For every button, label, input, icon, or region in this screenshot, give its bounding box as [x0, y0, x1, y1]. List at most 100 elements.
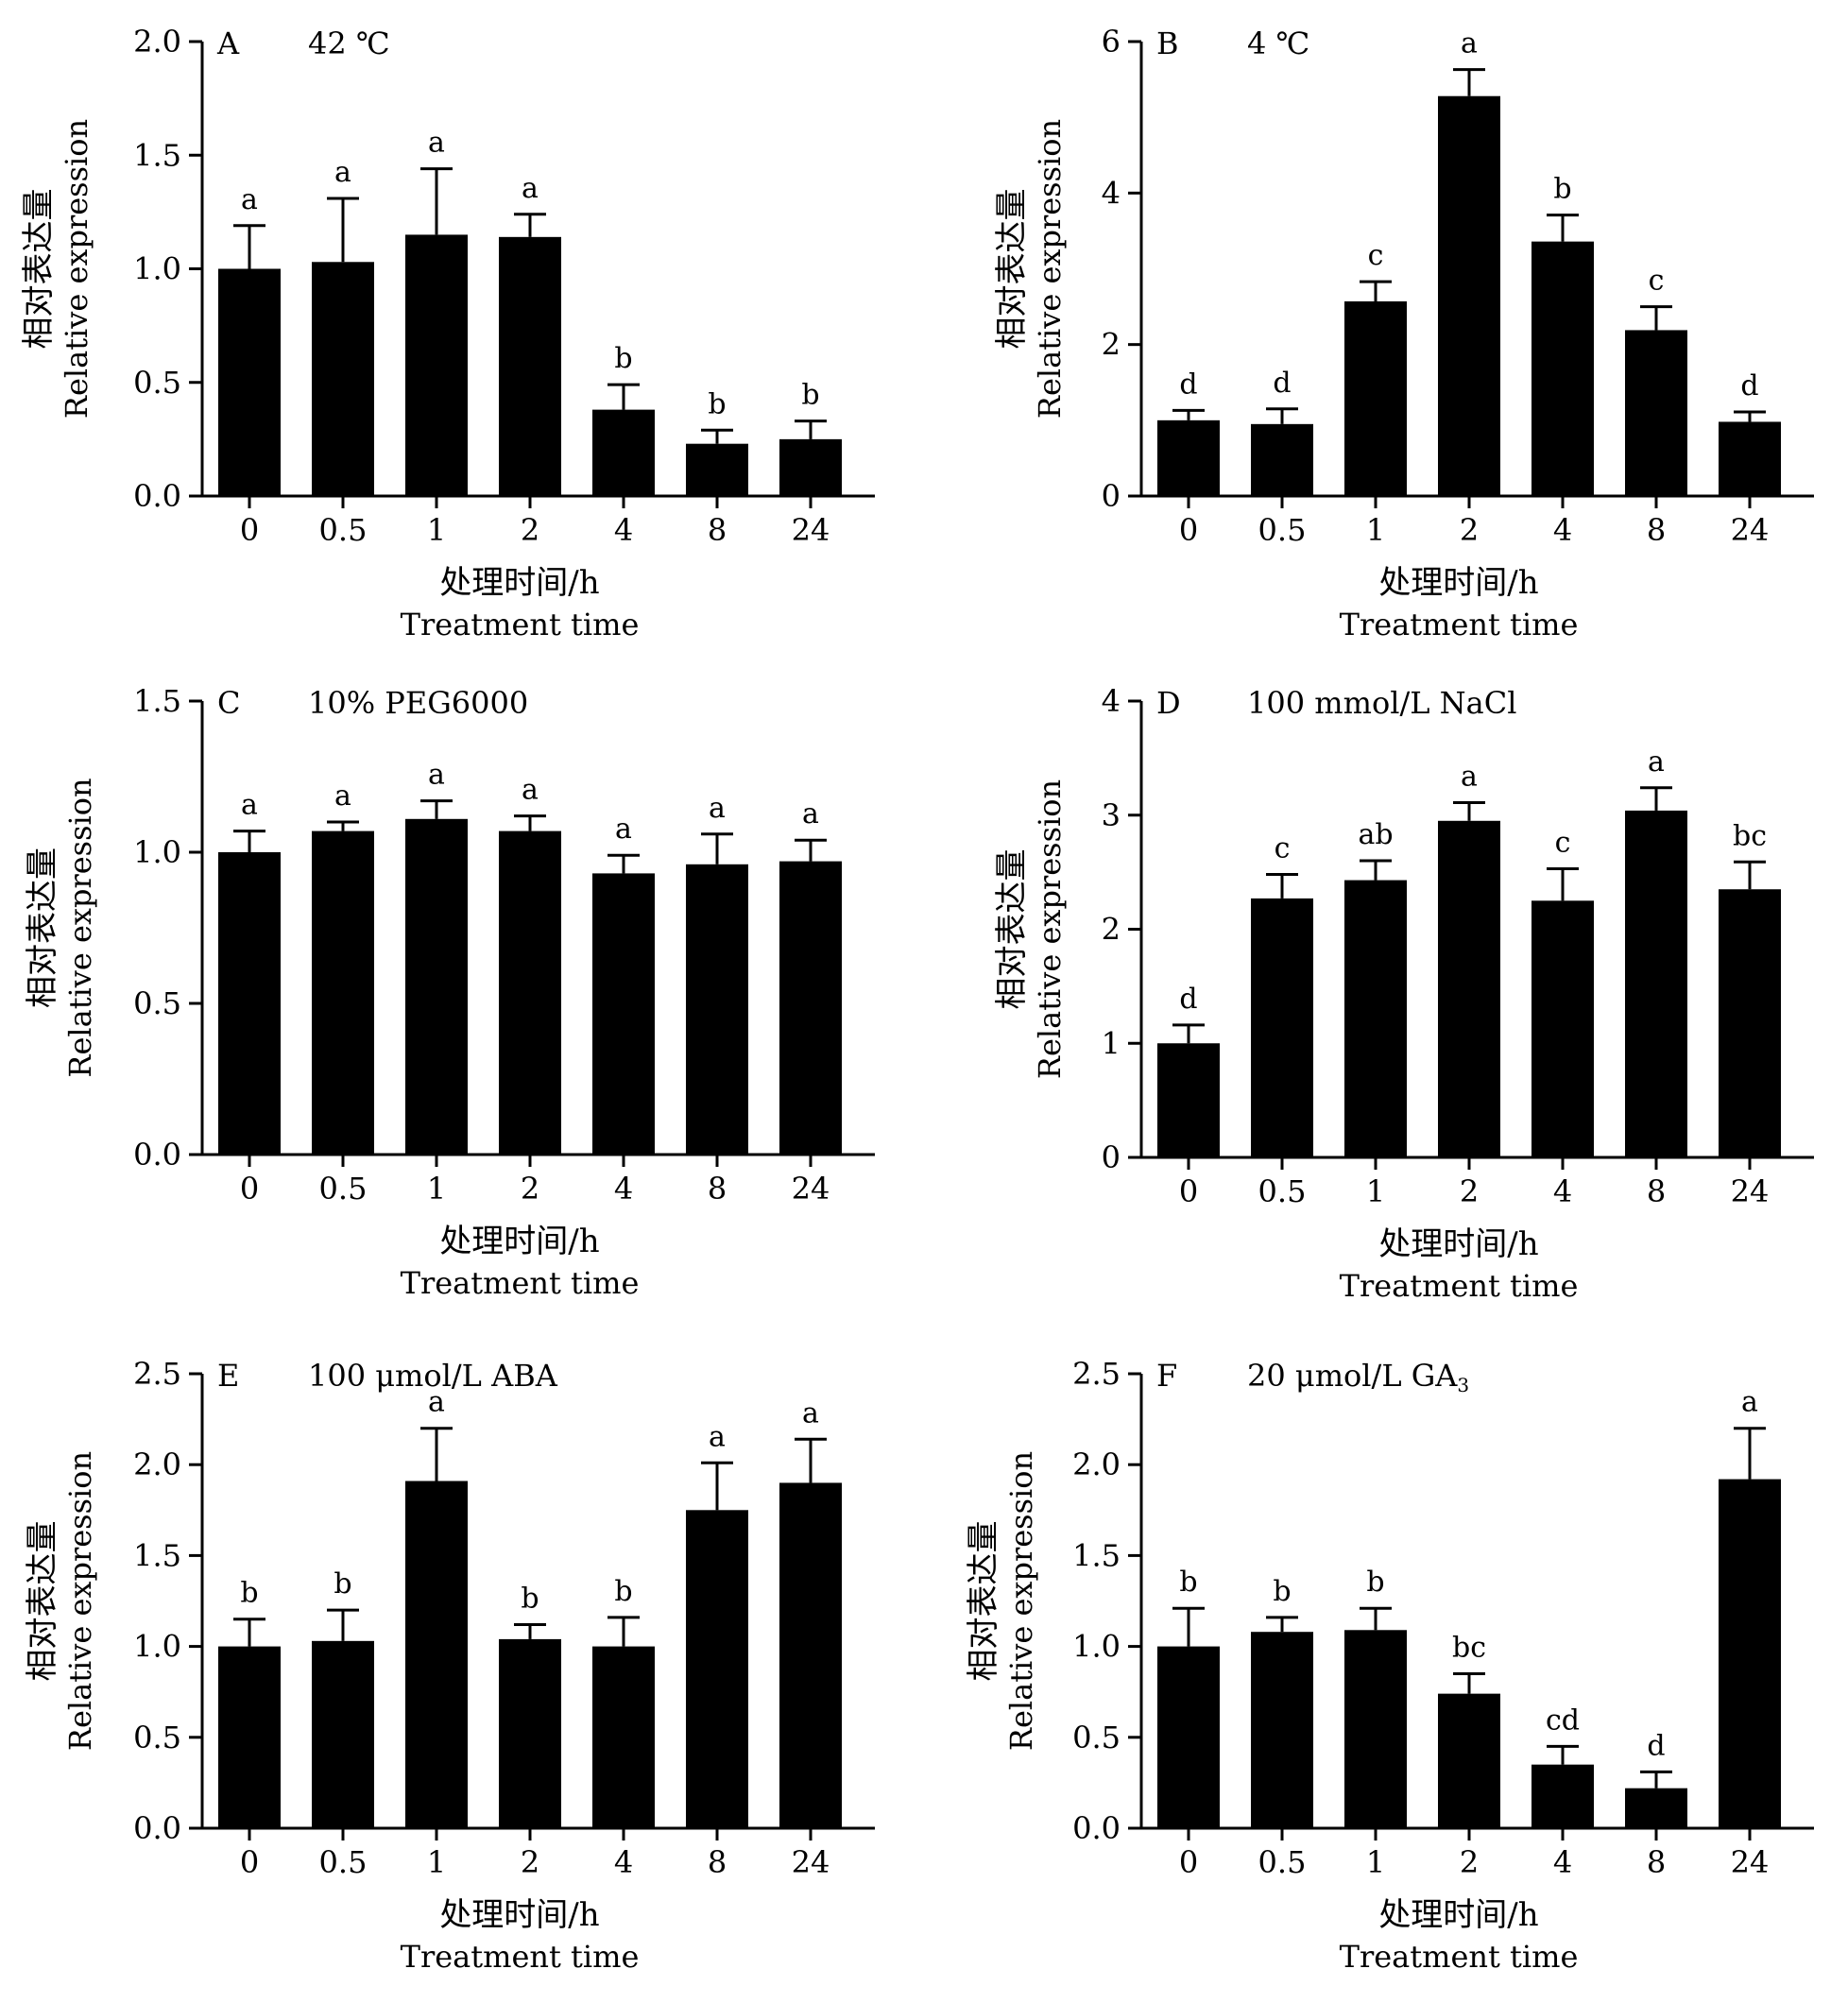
x-tick-label: 24: [792, 1844, 830, 1880]
bar: [1625, 1788, 1687, 1828]
y-tick-label: 0.0: [133, 478, 181, 514]
bar: [1531, 241, 1594, 496]
significance-letter: c: [1555, 827, 1571, 860]
significance-letter: a: [802, 1396, 819, 1429]
x-tick-label: 4: [1553, 1173, 1572, 1209]
y-tick-label: 1.0: [133, 251, 181, 287]
x-axis-label-cn: 处理时间/h: [439, 564, 599, 602]
y-tick-label: 2.5: [133, 1356, 181, 1392]
bar: [686, 864, 748, 1155]
significance-letter: a: [241, 789, 258, 822]
y-axis-label-cn: 相对表达量: [993, 189, 1031, 350]
y-tick-label: 0.0: [1072, 1810, 1121, 1846]
x-tick-label: 2: [521, 1844, 539, 1880]
y-tick-label: 0.5: [133, 365, 181, 401]
panel-letter: D: [1156, 685, 1181, 721]
significance-letter: b: [1553, 173, 1571, 206]
panel-letter: F: [1156, 1358, 1177, 1394]
y-tick-label: 3: [1102, 797, 1121, 833]
x-axis-label-en: Treatment time: [401, 1265, 640, 1301]
x-axis-label-en: Treatment time: [401, 607, 640, 642]
x-tick-label: 0.5: [319, 1844, 368, 1880]
y-tick-label: 1: [1102, 1025, 1121, 1061]
bar: [1438, 820, 1500, 1157]
bar: [686, 443, 748, 496]
bar: [1531, 1764, 1594, 1828]
x-tick-label: 24: [1731, 512, 1770, 548]
x-tick-label: 1: [1366, 1173, 1385, 1209]
x-tick-label: 1: [427, 1844, 446, 1880]
bar: [1157, 1043, 1220, 1157]
panel-title-subscript: 3: [1457, 1374, 1469, 1396]
significance-letter: a: [802, 797, 819, 830]
x-tick-label: 1: [427, 512, 446, 548]
x-axis-label-cn: 处理时间/h: [1378, 564, 1538, 602]
significance-letter: a: [1461, 760, 1478, 793]
significance-letter: a: [709, 1420, 726, 1453]
significance-letter: d: [1273, 367, 1291, 400]
bar: [1344, 300, 1407, 496]
x-tick-label: 1: [1366, 1844, 1385, 1880]
y-axis-label-en: Relative expression: [62, 778, 98, 1077]
y-axis-label-en: Relative expression: [1032, 779, 1068, 1079]
significance-letter: b: [614, 1575, 632, 1608]
y-tick-label: 2: [1102, 327, 1121, 363]
bar: [1438, 1693, 1500, 1828]
x-tick-label: 24: [1731, 1844, 1770, 1880]
y-axis-label-cn: 相对表达量: [24, 1521, 61, 1682]
x-tick-label: 4: [614, 512, 633, 548]
x-axis-label-cn: 处理时间/h: [439, 1896, 599, 1934]
significance-letter: c: [1368, 239, 1384, 272]
x-tick-label: 2: [1460, 512, 1479, 548]
significance-letter: b: [334, 1567, 351, 1601]
significance-letter: a: [428, 1386, 445, 1419]
panel-title: 10% PEG6000: [308, 685, 528, 721]
bar: [779, 438, 842, 496]
bar: [779, 861, 842, 1155]
significance-letter: ab: [1358, 818, 1393, 851]
x-tick-label: 8: [1647, 1844, 1666, 1880]
bar: [686, 1510, 748, 1828]
x-tick-label: 0.5: [319, 1171, 368, 1207]
y-tick-label: 2.0: [133, 24, 181, 60]
panel-letter: B: [1156, 26, 1179, 61]
panel-a: 0.0 0.5 1.0 1.5 2.0 0 a 0.5 a 1 a 2 a 4 b 8 b 24 b A 42 ℃ 相对表…: [20, 24, 875, 642]
panel-title: 4 ℃: [1247, 26, 1309, 61]
panel-title: 100 μmol/L ABA: [308, 1358, 558, 1394]
panel-letter: C: [217, 685, 240, 721]
y-tick-label: 1.5: [133, 137, 181, 173]
x-tick-label: 0.5: [1258, 1844, 1307, 1880]
bar: [592, 409, 655, 496]
x-axis-label-en: Treatment time: [1340, 607, 1579, 642]
x-tick-label: 2: [521, 1171, 539, 1207]
y-tick-label: 2.0: [133, 1447, 181, 1482]
y-axis-label-en: Relative expression: [59, 119, 94, 419]
significance-letter: a: [1648, 745, 1665, 779]
significance-letter: a: [428, 127, 445, 160]
bar: [218, 268, 281, 496]
panel-f: 0.0 0.5 1.0 1.5 2.0 2.5 0 b 0.5 b 1 b 2 bc 4 cd 8 d 24 a F 20…: [965, 1356, 1814, 1975]
x-tick-label: 2: [1460, 1173, 1479, 1209]
y-axis-label-en: Relative expression: [1003, 1451, 1039, 1751]
bar: [312, 830, 374, 1155]
significance-letter: cd: [1546, 1703, 1580, 1737]
bar: [1344, 880, 1407, 1157]
significance-letter: b: [240, 1577, 258, 1610]
y-tick-label: 1.0: [133, 1629, 181, 1665]
y-tick-label: 4: [1102, 175, 1121, 211]
significance-letter: a: [709, 792, 726, 825]
bar: [1719, 421, 1781, 496]
panel-title: 100 mmol/L NaCl: [1247, 685, 1516, 721]
bar: [1531, 900, 1594, 1157]
y-axis-label-en: Relative expression: [1032, 119, 1068, 419]
significance-letter: a: [334, 779, 351, 813]
y-tick-label: 0: [1102, 1139, 1121, 1175]
bar: [1157, 419, 1220, 496]
significance-letter: b: [1366, 1566, 1384, 1599]
x-tick-label: 0: [1179, 512, 1198, 548]
significance-letter: b: [614, 342, 632, 375]
y-tick-label: 1.0: [133, 834, 181, 870]
